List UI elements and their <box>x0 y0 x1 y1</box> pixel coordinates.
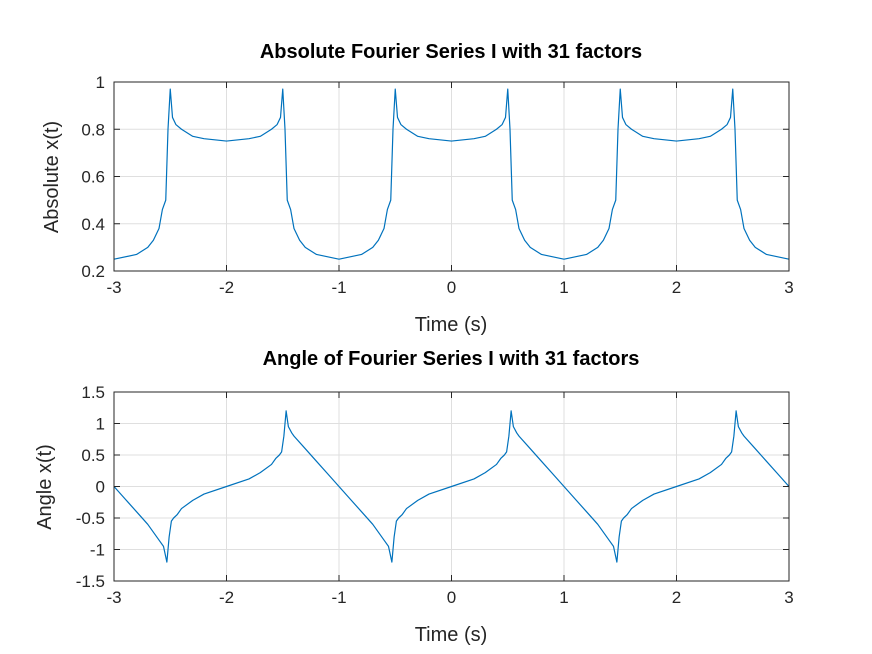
y-tick-label: 0.6 <box>81 168 105 187</box>
y-axis-label: Absolute x(t) <box>41 121 63 233</box>
y-tick-label: -1 <box>90 541 105 560</box>
y-tick-label: 0 <box>96 478 105 497</box>
x-tick-label: -2 <box>219 588 234 607</box>
subplot-angle: -3 -2 -1 0 1 2 3 -1.5 -1 -0.5 0 0.5 1 1.5 Angle of Fo… <box>34 348 794 646</box>
ticks: -3 -2 -1 0 1 2 3 -1.5 -1 -0.5 0 0.5 1 1.5 <box>76 383 794 607</box>
y-tick-label: 1 <box>96 415 105 434</box>
x-axis-label: Time (s) <box>415 314 488 336</box>
subplot-absolute: -3 -2 -1 0 1 2 3 0.2 0.4 0.6 0.8 1 Absolute Fourier… <box>41 41 794 336</box>
chart-title: Absolute Fourier Series I with 31 factor… <box>260 41 642 63</box>
x-tick-label: 2 <box>672 278 681 297</box>
ticks: -3 -2 -1 0 1 2 3 0.2 0.4 0.6 0.8 1 <box>81 73 793 297</box>
x-tick-label: 0 <box>447 588 456 607</box>
y-tick-label: 0.8 <box>81 120 105 139</box>
y-tick-label: 1 <box>96 73 105 92</box>
x-tick-label: -2 <box>219 278 234 297</box>
x-axis-label: Time (s) <box>415 624 488 646</box>
series-line <box>113 88 790 260</box>
x-tick-label: 2 <box>672 588 681 607</box>
x-tick-label: 1 <box>559 588 568 607</box>
x-tick-label: 1 <box>559 278 568 297</box>
y-tick-label: 0.2 <box>81 262 105 281</box>
x-tick-label: -1 <box>331 588 346 607</box>
y-axis-label: Angle x(t) <box>34 444 56 530</box>
x-tick-label: -3 <box>106 588 121 607</box>
y-tick-label: 1.5 <box>81 383 105 402</box>
x-tick-label: -3 <box>106 278 121 297</box>
x-tick-label: 3 <box>784 278 793 297</box>
y-tick-label: 0.4 <box>81 215 105 234</box>
x-tick-label: 0 <box>447 278 456 297</box>
series-line <box>113 410 790 563</box>
x-tick-label: 3 <box>784 588 793 607</box>
y-tick-label: 0.5 <box>81 446 105 465</box>
y-tick-label: -0.5 <box>76 509 105 528</box>
y-tick-label: -1.5 <box>76 572 105 591</box>
chart-title: Angle of Fourier Series I with 31 factor… <box>263 348 640 370</box>
x-tick-label: -1 <box>331 278 346 297</box>
